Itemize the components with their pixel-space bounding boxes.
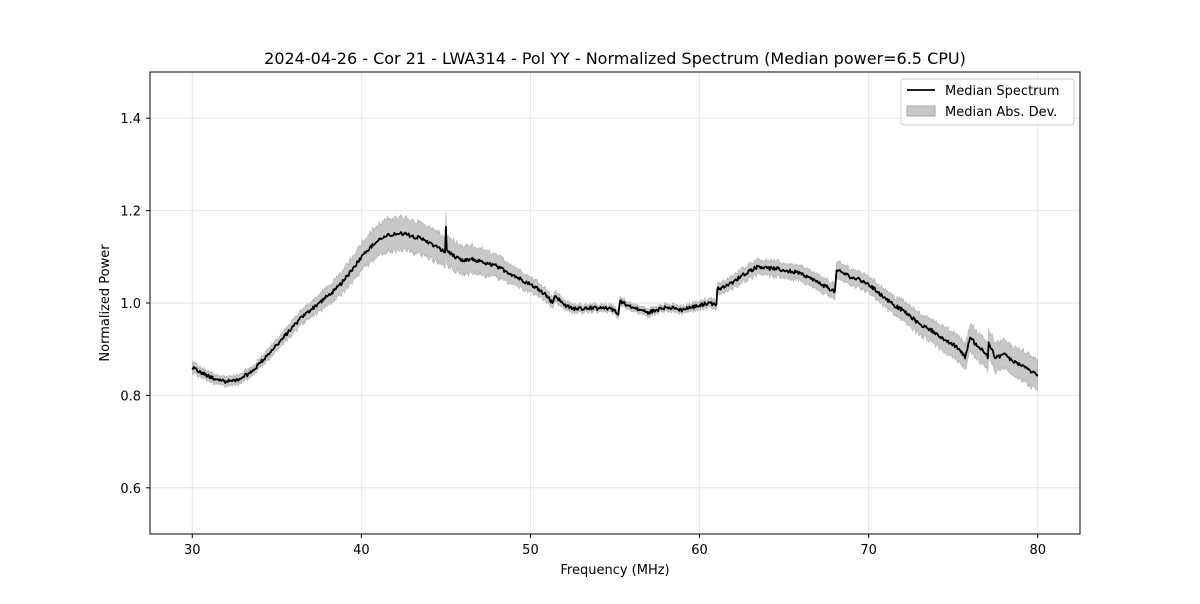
- legend-band-swatch: [906, 105, 936, 117]
- chart-title: 2024-04-26 - Cor 21 - LWA314 - Pol YY - …: [264, 49, 966, 68]
- x-axis-ticks: 30 40 50 60 70 80: [184, 534, 1046, 558]
- y-tick-label: 0.6: [120, 482, 141, 497]
- median-line-layer: [191, 225, 1039, 385]
- x-axis-label: Frequency (MHz): [560, 563, 669, 578]
- legend-label-median-spectrum: Median Spectrum: [945, 84, 1059, 99]
- x-tick-label: 60: [691, 543, 708, 558]
- median-spectrum-line: [191, 225, 1039, 385]
- median-abs-dev-band: [192, 212, 1038, 392]
- y-axis-label: Normalized Power: [98, 244, 113, 362]
- legend-label-median-abs-dev: Median Abs. Dev.: [945, 105, 1057, 120]
- y-tick-label: 1.2: [120, 205, 141, 220]
- x-tick-label: 50: [522, 543, 539, 558]
- y-axis-ticks: 0.6 0.8 1.0 1.2 1.4: [120, 112, 150, 497]
- x-tick-label: 40: [353, 543, 370, 558]
- x-tick-label: 30: [184, 543, 201, 558]
- x-tick-label: 80: [1029, 543, 1046, 558]
- y-tick-label: 1.4: [120, 112, 141, 127]
- legend-box: [900, 78, 1075, 126]
- y-tick-label: 1.0: [120, 297, 141, 312]
- y-tick-label: 0.8: [120, 389, 141, 404]
- x-tick-label: 70: [860, 543, 877, 558]
- legend: Median Spectrum Median Abs. Dev.: [900, 78, 1075, 126]
- mad-band-layer: [192, 212, 1038, 392]
